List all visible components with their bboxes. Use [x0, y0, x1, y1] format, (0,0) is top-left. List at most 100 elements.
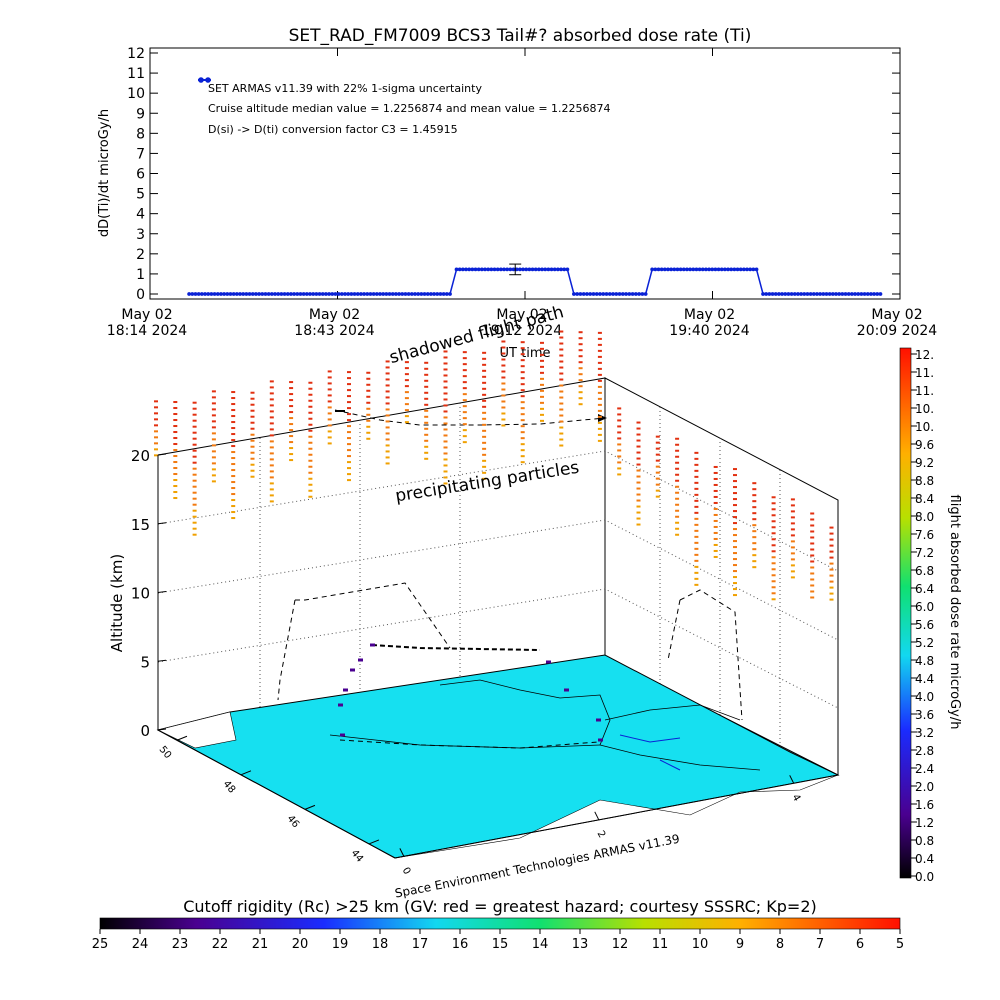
map-left-tick	[240, 770, 252, 776]
particle-marker	[154, 442, 158, 445]
particle-marker	[752, 512, 757, 515]
flight-marker	[350, 668, 355, 672]
particle-marker	[250, 433, 255, 436]
particle-marker	[597, 391, 602, 394]
land-patch	[157, 711, 237, 749]
dose-tick-label: 4.8	[915, 654, 934, 668]
data-point	[738, 267, 743, 272]
data-point	[549, 267, 554, 272]
particle-marker	[404, 397, 409, 400]
particle-marker	[694, 493, 699, 496]
data-point	[818, 292, 823, 296]
particle-marker	[520, 371, 525, 374]
particle-marker	[559, 336, 564, 339]
particle-marker	[289, 417, 294, 420]
particle-marker	[540, 371, 544, 374]
data-point	[263, 292, 268, 296]
data-point	[365, 292, 370, 296]
particle-marker	[327, 370, 332, 373]
data-point	[875, 292, 880, 296]
particle-marker	[578, 349, 583, 352]
particle-marker	[520, 461, 525, 464]
particle-marker	[733, 510, 737, 513]
data-point	[209, 292, 214, 296]
particle-marker	[366, 377, 371, 380]
data-point	[685, 267, 689, 272]
data-point	[473, 267, 478, 272]
data-point	[581, 292, 586, 296]
particle-marker	[347, 443, 351, 446]
particle-marker	[308, 471, 313, 474]
particle-marker	[540, 413, 544, 416]
data-point	[254, 292, 258, 296]
particle-marker	[694, 457, 699, 460]
particle-marker	[501, 376, 506, 379]
particle-marker	[636, 445, 641, 448]
y-tick-label: 12	[127, 46, 145, 62]
particle-marker	[733, 480, 737, 483]
map-left-label: 44	[349, 848, 366, 865]
particle-marker	[694, 511, 699, 514]
legend-marker	[205, 77, 211, 83]
particle-marker	[231, 493, 236, 496]
data-point	[653, 267, 658, 272]
data-point	[533, 267, 538, 272]
dose-colorbar-label: flight absorbed dose rate microGy/h	[947, 495, 962, 730]
particle-marker	[829, 568, 834, 571]
dose-tick-label: 10.	[915, 420, 934, 434]
particle-marker	[810, 560, 815, 563]
data-point	[799, 292, 804, 296]
particle-marker	[385, 432, 390, 435]
particle-marker	[462, 381, 467, 384]
particle-marker	[443, 374, 448, 377]
particle-marker	[211, 432, 216, 435]
dose-tick-label: 6.0	[915, 600, 934, 614]
dose-tick-label: 3.6	[915, 708, 934, 722]
particle-marker	[231, 445, 236, 448]
data-point	[675, 267, 680, 272]
particle-marker	[192, 419, 197, 422]
data-point	[853, 292, 857, 296]
particle-marker	[211, 402, 216, 405]
particle-marker	[655, 459, 660, 462]
map-left-tick	[368, 839, 380, 845]
particle-marker	[520, 395, 525, 398]
data-point	[378, 292, 382, 296]
data-point	[536, 267, 541, 272]
particle-marker	[250, 469, 255, 472]
data-point	[498, 267, 503, 272]
particle-marker	[810, 542, 815, 545]
x-tick-label: 19:40 2024	[669, 323, 750, 339]
particle-marker	[559, 444, 564, 447]
particle-marker	[655, 435, 660, 438]
data-point	[611, 292, 615, 296]
particle-marker	[462, 405, 467, 408]
dose-tick-label: 6.8	[915, 564, 934, 578]
data-point	[333, 292, 338, 296]
particle-marker	[655, 471, 660, 474]
particle-marker	[597, 427, 602, 430]
data-point	[716, 267, 721, 272]
particle-marker	[404, 367, 409, 370]
particle-marker	[482, 453, 487, 456]
data-point	[585, 292, 589, 296]
particle-marker	[154, 400, 158, 403]
flight-marker	[340, 733, 345, 737]
data-point	[409, 292, 414, 296]
particle-marker	[173, 497, 178, 500]
particle-marker	[482, 411, 487, 414]
particle-marker	[269, 410, 274, 413]
particle-marker	[675, 479, 680, 482]
particle-marker	[713, 519, 718, 522]
data-point	[355, 292, 360, 296]
particle-marker	[443, 452, 448, 455]
data-point	[767, 292, 772, 296]
data-point	[413, 292, 417, 296]
particle-marker	[250, 421, 255, 424]
particle-marker	[173, 431, 178, 434]
data-point	[530, 267, 535, 272]
particle-marker	[713, 501, 718, 504]
particle-marker	[713, 513, 718, 516]
data-point	[704, 267, 708, 272]
map-left-tick	[176, 735, 188, 741]
